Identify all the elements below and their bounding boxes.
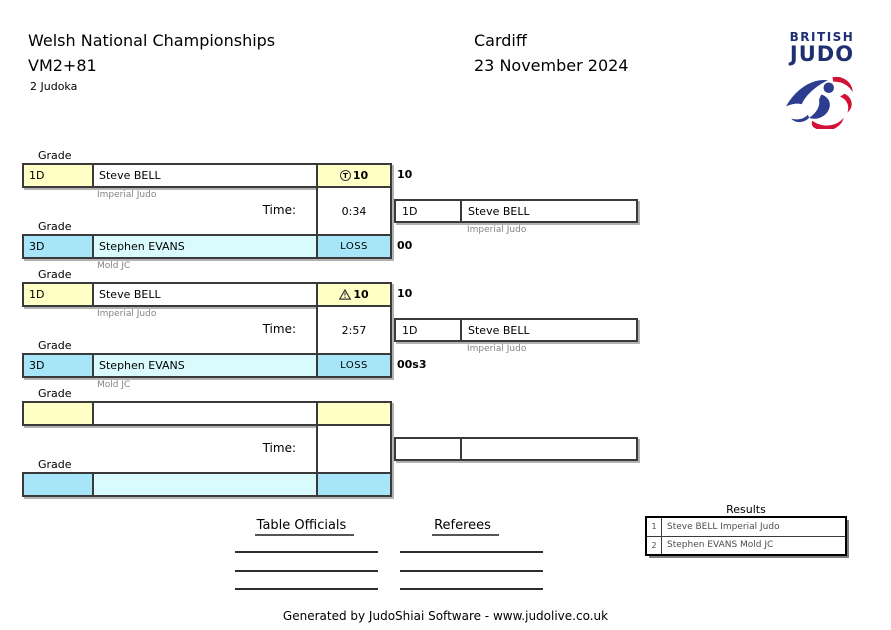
results-table: 1 Steve BELL Imperial Judo 2 Stephen EVA…	[645, 516, 847, 556]
result-rank: 2	[647, 536, 662, 554]
time-label: Time:	[262, 322, 296, 336]
winner-club-label: Imperial Judo	[467, 344, 527, 354]
competitor-row-blue	[22, 472, 392, 497]
match-time-value: 0:34	[341, 204, 367, 218]
bracket-match-2: Grade 1D Steve BELL 10 Imperial Judo Tim…	[0, 268, 891, 390]
results-row: 1 Steve BELL Imperial Judo	[647, 518, 845, 537]
signature-line	[400, 570, 543, 572]
grade-label: Grade	[38, 387, 72, 400]
grade-cell	[24, 474, 94, 495]
signature-line	[235, 570, 378, 572]
competitor-name-cell	[94, 403, 318, 424]
referees-heading: Referees	[393, 518, 538, 536]
winner-grade-cell: 1D	[396, 320, 462, 340]
winner-box	[394, 437, 638, 461]
score-value: 10	[352, 169, 369, 182]
event-location: Cardiff	[474, 31, 527, 50]
logo-text-judo: JUDO	[789, 42, 855, 66]
grade-label: Grade	[38, 220, 72, 233]
result-text: Stephen EVANS Mold JC	[667, 540, 774, 551]
points-outside: 10	[397, 168, 413, 181]
competitor-name-cell: Steve BELL	[94, 165, 318, 186]
grade-label: Grade	[38, 268, 72, 281]
judo-throw-figure-icon	[786, 76, 853, 131]
club-label: Imperial Judo	[97, 190, 157, 200]
score-cell	[318, 474, 390, 495]
competitor-row-white	[22, 401, 392, 426]
grade-label: Grade	[38, 149, 72, 162]
points-outside: 00	[397, 239, 413, 252]
circled-t-icon: T	[339, 170, 351, 181]
bracket-match-3: Grade Time: Grade	[0, 387, 891, 501]
grade-cell: 1D	[24, 284, 94, 305]
score-cell	[318, 403, 390, 424]
entry-count: 2 Judoka	[30, 80, 78, 93]
table-officials-heading: Table Officials	[232, 518, 377, 536]
competitor-row-white: 1D Steve BELL T 10	[22, 163, 392, 188]
competitor-name-cell: Stephen EVANS	[94, 355, 318, 376]
club-label: Mold JC	[97, 261, 131, 271]
score-value: 10	[353, 288, 369, 301]
bracket-match-1: Grade 1D Steve BELL T 10 Imperial Judo T…	[0, 149, 891, 271]
category-label: VM2+81	[28, 56, 97, 75]
grade-cell: 3D	[24, 355, 94, 376]
winner-club-label: Imperial Judo	[467, 225, 527, 235]
logo-text-british: BRITISH	[789, 30, 855, 44]
warning-triangle-icon	[339, 289, 352, 300]
results-row: 2 Stephen EVANS Mold JC	[647, 536, 845, 554]
competitor-name-cell: Stephen EVANS	[94, 236, 318, 257]
page-title: Welsh National Championships	[28, 31, 276, 50]
score-cell: T 10	[318, 165, 390, 186]
event-date: 23 November 2024	[474, 56, 629, 75]
result-rank: 1	[647, 518, 662, 536]
signature-line	[400, 551, 543, 553]
competitor-row-blue: 3D Stephen EVANS LOSS	[22, 234, 392, 259]
results-title: Results	[726, 503, 766, 516]
competitor-row-blue: 3D Stephen EVANS LOSS	[22, 353, 392, 378]
winner-grade-cell: 1D	[396, 201, 462, 221]
winner-box: 1D Steve BELL	[394, 199, 638, 223]
winner-grade-cell	[396, 439, 462, 459]
points-outside: 10	[397, 287, 413, 300]
competitor-row-white: 1D Steve BELL 10	[22, 282, 392, 307]
winner-name-cell: Steve BELL	[468, 204, 530, 218]
winner-name-cell: Steve BELL	[468, 323, 530, 337]
grade-cell: 3D	[24, 236, 94, 257]
table-officials-label: Table Officials	[254, 518, 355, 536]
grade-cell: 1D	[24, 165, 94, 186]
british-judo-logo: BRITISH JUDO	[780, 30, 864, 133]
generator-credit: Generated by JudoShiai Software - www.ju…	[282, 609, 609, 623]
competitor-name-cell	[94, 474, 318, 495]
match-time-box	[316, 426, 392, 472]
score-cell: LOSS	[318, 236, 390, 257]
points-outside: 00s3	[397, 358, 427, 371]
match-time-value: 2:57	[341, 323, 367, 337]
time-label: Time:	[262, 203, 296, 217]
competitor-name-cell: Steve BELL	[94, 284, 318, 305]
score-cell: LOSS	[318, 355, 390, 376]
match-time-box: 0:34	[316, 188, 392, 234]
grade-cell	[24, 403, 94, 424]
grade-label: Grade	[38, 339, 72, 352]
grade-label: Grade	[38, 458, 72, 471]
club-label: Imperial Judo	[97, 309, 157, 319]
match-time-box: 2:57	[316, 307, 392, 353]
signature-line	[235, 551, 378, 553]
winner-box: 1D Steve BELL	[394, 318, 638, 342]
result-text: Steve BELL Imperial Judo	[667, 521, 780, 532]
club-label: Mold JC	[97, 380, 131, 390]
winner-name-cell	[462, 439, 636, 459]
signature-line	[235, 588, 378, 590]
time-label: Time:	[262, 441, 296, 455]
signature-line	[400, 588, 543, 590]
referees-label: Referees	[432, 518, 499, 536]
score-cell: 10	[318, 284, 390, 305]
